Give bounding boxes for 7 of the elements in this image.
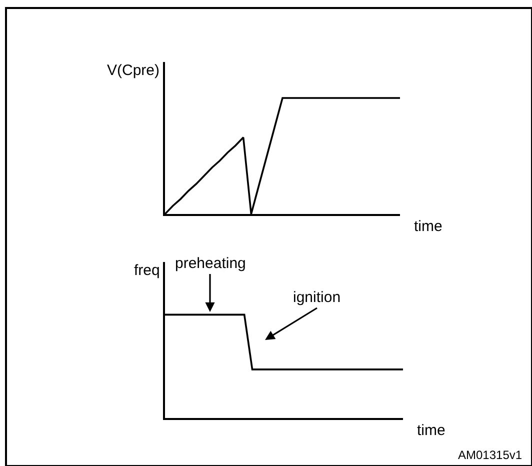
text: ignition: [293, 289, 341, 306]
x-axis-title: time: [414, 218, 442, 235]
text: preheating: [175, 255, 246, 272]
text: AM01315v1: [458, 448, 522, 462]
y-axis-title: freq: [134, 262, 160, 279]
x-axis-title: time: [417, 422, 446, 439]
y-axis-title: V(Cpre): [107, 62, 160, 79]
